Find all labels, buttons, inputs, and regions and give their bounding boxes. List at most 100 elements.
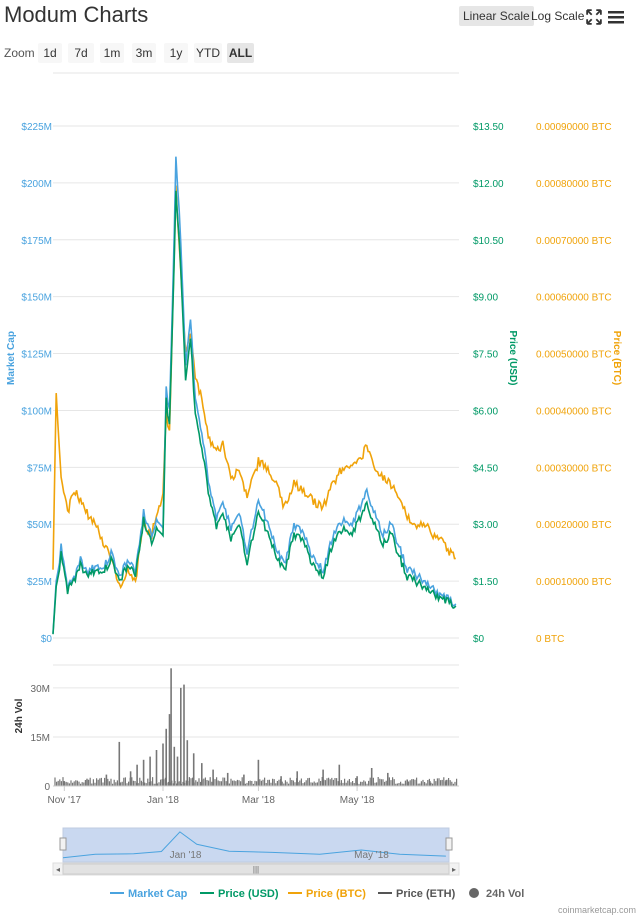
price-btc-line — [52, 185, 456, 590]
btc-tick-label: 0 BTC — [536, 634, 564, 645]
zoom-button-ytd[interactable]: YTD — [194, 43, 222, 63]
btc-tick-label: 0.00040000 BTC — [536, 406, 612, 417]
volume-bar — [142, 759, 145, 786]
navigator-tick-label: Jan '18 — [170, 850, 202, 861]
btc-tick-label: 0.00050000 BTC — [536, 350, 612, 361]
navigator-right-handle[interactable] — [445, 837, 453, 851]
usd-tick-label: $6.00 — [473, 406, 498, 417]
market-cap-line — [52, 156, 457, 634]
volume-bar — [180, 687, 182, 786]
log-scale-button[interactable]: Log Scale — [531, 9, 585, 23]
volume-bar — [155, 750, 158, 786]
volume-bar — [370, 768, 373, 786]
market-cap-axis-title: Market Cap — [6, 331, 17, 385]
legend-item-label[interactable]: Price (ETH) — [396, 888, 456, 900]
chart-title: Modum Charts — [4, 2, 149, 27]
volume-bar — [406, 779, 408, 786]
navigator-line — [62, 831, 446, 859]
volume-bar — [387, 772, 389, 786]
price-usd-line — [52, 190, 457, 635]
volume-bar — [296, 771, 298, 786]
volume-bar — [243, 774, 245, 786]
zoom-button-1m[interactable]: 1m — [100, 43, 124, 63]
volume-bar — [173, 746, 176, 786]
navigator-tick-label: May '18 — [354, 850, 389, 861]
zoom-button-3m[interactable]: 3m — [132, 43, 156, 63]
usd-tick-label: $4.50 — [473, 463, 498, 474]
legend-marker[interactable] — [469, 888, 479, 898]
market-cap-tick-label: $0 — [41, 634, 53, 645]
volume-bar — [176, 756, 179, 786]
volume-baseline-bars — [54, 777, 458, 786]
zoom-button-1d[interactable]: 1d — [38, 43, 62, 63]
volume-bar — [168, 714, 171, 786]
btc-tick-label: 0.00070000 BTC — [536, 236, 612, 247]
fullscreen-icon[interactable] — [586, 9, 602, 25]
usd-tick-label: $10.50 — [473, 236, 504, 247]
zoom-button-all[interactable]: ALL — [227, 43, 254, 63]
legend-item-label[interactable]: 24h Vol — [486, 888, 524, 900]
x-tick-label: Jan '18 — [147, 795, 179, 806]
scrollbar-grip: ||| — [253, 865, 259, 874]
volume-bar — [226, 772, 229, 786]
legend-item-label[interactable]: Market Cap — [128, 888, 188, 900]
volume-bar — [201, 763, 203, 786]
market-cap-tick-label: $100M — [21, 406, 52, 417]
volume-bar — [445, 780, 447, 786]
btc-axis-title: Price (BTC) — [611, 331, 622, 385]
market-cap-tick-label: $200M — [21, 179, 52, 190]
volume-bar — [212, 769, 214, 786]
usd-tick-label: $9.00 — [473, 293, 498, 304]
x-tick-label: May '18 — [340, 795, 375, 806]
linear-scale-button[interactable]: Linear Scale — [459, 6, 534, 26]
x-tick-label: Nov '17 — [48, 795, 82, 806]
zoom-label: Zoom — [4, 46, 35, 60]
volume-bar — [183, 684, 185, 786]
market-cap-tick-label: $225M — [21, 122, 52, 133]
volume-bar — [63, 781, 66, 786]
usd-tick-label: $0 — [473, 634, 485, 645]
scroll-left-arrow[interactable]: ◂ — [56, 865, 60, 874]
market-cap-tick-label: $125M — [21, 350, 52, 361]
volume-bar — [257, 759, 260, 786]
usd-tick-label: $7.50 — [473, 350, 498, 361]
volume-tick-label: 30M — [31, 684, 50, 695]
volume-bar — [165, 728, 167, 786]
market-cap-tick-label: $75M — [27, 463, 52, 474]
btc-tick-label: 0.00030000 BTC — [536, 463, 612, 474]
navigator-selection — [62, 827, 450, 863]
usd-tick-label: $13.50 — [473, 122, 504, 133]
volume-bar — [129, 771, 132, 786]
btc-tick-label: 0.00020000 BTC — [536, 520, 612, 531]
volume-axis-title: 24h Vol — [14, 698, 25, 733]
btc-tick-label: 0.00080000 BTC — [536, 179, 612, 190]
zoom-button-1y[interactable]: 1y — [164, 43, 188, 63]
volume-bar — [356, 776, 358, 786]
btc-tick-label: 0.00090000 BTC — [536, 122, 612, 133]
navigator-left-handle[interactable] — [59, 837, 67, 851]
zoom-button-7d[interactable]: 7d — [68, 43, 94, 63]
scroll-right-arrow[interactable]: ▸ — [452, 865, 456, 874]
usd-tick-label: $1.50 — [473, 577, 498, 588]
legend-item-label[interactable]: Price (BTC) — [306, 888, 366, 900]
volume-bar — [338, 764, 341, 786]
volume-bar — [192, 753, 195, 786]
volume-bar — [186, 740, 189, 786]
menu-icon[interactable] — [608, 9, 624, 25]
scrollbar-thumb[interactable] — [62, 863, 450, 875]
credit-text[interactable]: coinmarketcap.com — [557, 905, 636, 915]
volume-bar — [118, 741, 121, 786]
volume-bar — [149, 756, 151, 786]
usd-tick-label: $12.00 — [473, 179, 504, 190]
legend-item-label[interactable]: Price (USD) — [218, 888, 279, 900]
volume-bar — [105, 774, 108, 786]
market-cap-tick-label: $25M — [27, 577, 52, 588]
volume-bar — [322, 769, 324, 786]
market-cap-tick-label: $50M — [27, 520, 52, 531]
volume-bar — [429, 781, 431, 786]
volume-bar — [170, 668, 172, 786]
usd-tick-label: $3.00 — [473, 520, 498, 531]
market-cap-tick-label: $175M — [21, 236, 52, 247]
btc-tick-label: 0.00010000 BTC — [536, 577, 612, 588]
